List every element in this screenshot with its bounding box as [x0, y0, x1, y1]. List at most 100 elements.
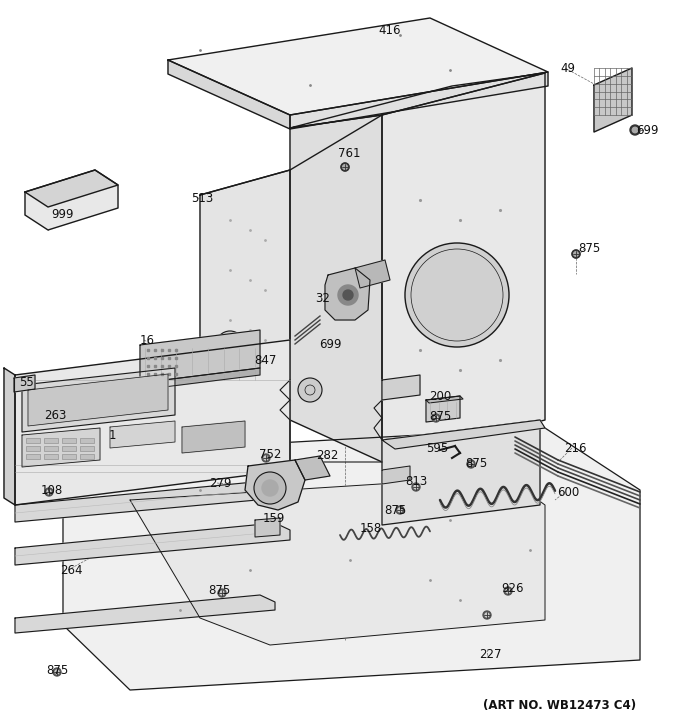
Bar [62, 454, 76, 459]
Bar [26, 454, 40, 459]
Text: 875: 875 [46, 663, 68, 676]
Polygon shape [182, 421, 245, 453]
Text: (ART NO. WB12473 C4): (ART NO. WB12473 C4) [483, 700, 636, 713]
Polygon shape [168, 18, 548, 115]
Circle shape [45, 488, 53, 496]
Text: 32: 32 [316, 291, 330, 304]
Polygon shape [22, 368, 175, 432]
Text: 416: 416 [379, 23, 401, 36]
Text: 761: 761 [338, 146, 360, 160]
Bar [80, 438, 94, 443]
Circle shape [55, 670, 59, 674]
Polygon shape [63, 428, 640, 690]
Text: 875: 875 [384, 503, 406, 516]
Polygon shape [245, 460, 305, 510]
Circle shape [434, 416, 438, 420]
Text: 513: 513 [191, 191, 213, 204]
Polygon shape [594, 68, 632, 132]
Bar [44, 454, 58, 459]
Polygon shape [110, 421, 175, 448]
Text: 600: 600 [557, 486, 579, 499]
Text: 16: 16 [139, 334, 154, 347]
Bar [62, 438, 76, 443]
Circle shape [632, 128, 638, 133]
Circle shape [398, 508, 402, 512]
Circle shape [47, 490, 51, 494]
Circle shape [506, 589, 510, 593]
Polygon shape [295, 456, 330, 480]
Polygon shape [355, 260, 390, 288]
Circle shape [343, 165, 347, 169]
Text: 847: 847 [254, 354, 276, 367]
Circle shape [504, 587, 512, 595]
Bar [62, 446, 76, 451]
Text: 999: 999 [52, 207, 74, 220]
Polygon shape [382, 420, 545, 449]
Circle shape [405, 243, 509, 347]
Circle shape [343, 290, 353, 300]
Polygon shape [290, 73, 545, 128]
Bar [80, 454, 94, 459]
Polygon shape [4, 368, 15, 505]
Circle shape [574, 252, 578, 256]
Text: 158: 158 [360, 523, 382, 536]
Polygon shape [25, 170, 118, 207]
Text: 875: 875 [465, 457, 487, 470]
Circle shape [630, 125, 640, 135]
Circle shape [414, 485, 418, 489]
Polygon shape [15, 480, 290, 522]
Polygon shape [28, 374, 168, 426]
Text: 216: 216 [564, 442, 586, 455]
Text: 875: 875 [578, 241, 600, 254]
Bar [44, 438, 58, 443]
Text: 595: 595 [426, 442, 448, 455]
Text: 263: 263 [44, 408, 66, 421]
Polygon shape [325, 268, 370, 320]
Circle shape [53, 668, 61, 676]
Circle shape [572, 250, 580, 258]
Circle shape [218, 589, 226, 597]
Text: 200: 200 [429, 389, 451, 402]
Text: 49: 49 [560, 62, 575, 75]
Text: 282: 282 [316, 449, 338, 462]
Polygon shape [22, 428, 100, 467]
Circle shape [298, 378, 322, 402]
Bar [26, 438, 40, 443]
Text: 1: 1 [108, 428, 116, 442]
Circle shape [432, 414, 440, 422]
Circle shape [216, 331, 244, 359]
Polygon shape [168, 60, 290, 129]
Circle shape [343, 165, 347, 169]
Text: 55: 55 [18, 376, 33, 389]
Circle shape [574, 252, 578, 256]
Polygon shape [140, 368, 260, 390]
Circle shape [469, 462, 473, 466]
Polygon shape [15, 340, 290, 505]
Text: 279: 279 [209, 476, 231, 489]
Circle shape [396, 506, 404, 514]
Text: 699: 699 [319, 338, 341, 350]
Circle shape [341, 163, 349, 171]
Text: 813: 813 [405, 474, 427, 487]
Circle shape [220, 591, 224, 595]
Polygon shape [382, 420, 540, 525]
Circle shape [338, 285, 358, 305]
Polygon shape [15, 523, 290, 565]
Text: 159: 159 [262, 513, 285, 526]
Circle shape [485, 613, 489, 617]
Text: 926: 926 [502, 581, 524, 594]
Circle shape [262, 454, 270, 462]
Polygon shape [426, 396, 463, 403]
Text: 699: 699 [636, 123, 658, 136]
Circle shape [483, 611, 491, 619]
Circle shape [341, 163, 349, 171]
Polygon shape [15, 595, 275, 633]
Polygon shape [25, 170, 118, 230]
Polygon shape [382, 375, 420, 400]
Text: 227: 227 [479, 648, 501, 661]
Circle shape [254, 472, 286, 504]
Bar [26, 446, 40, 451]
Polygon shape [290, 72, 548, 129]
Polygon shape [140, 330, 260, 383]
Circle shape [572, 250, 580, 258]
